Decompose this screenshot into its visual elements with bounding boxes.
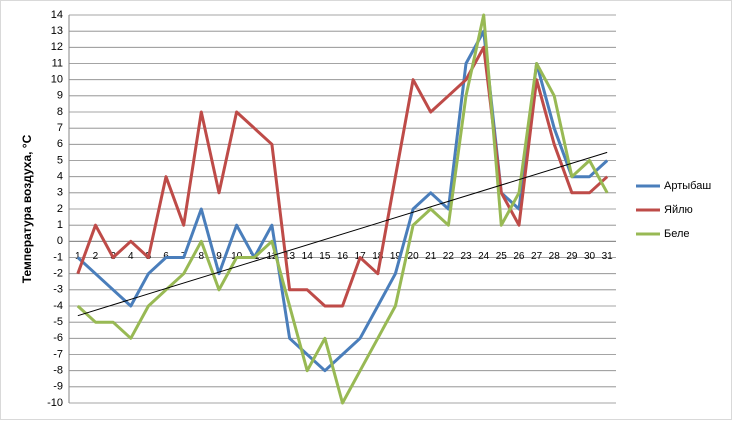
x-tick-label: 19: [390, 251, 402, 262]
series-line: [76, 13, 609, 405]
x-tick-label: 26: [513, 251, 525, 262]
y-axis-title: Температура воздуха, °С: [20, 134, 34, 283]
x-tick-label: 16: [337, 251, 349, 262]
trendline: [77, 151, 608, 317]
legend-label: Артыбаш: [664, 180, 711, 192]
x-tick-label: 8: [199, 251, 205, 262]
x-tick-label: 29: [566, 251, 578, 262]
x-tick-label: 1: [75, 251, 81, 262]
y-tick-label: 6: [57, 138, 63, 150]
x-tick-label: 27: [531, 251, 543, 262]
legend-label: Яйлю: [664, 204, 693, 216]
x-tick-label: 15: [319, 251, 331, 262]
x-tick-label: 21: [425, 251, 437, 262]
x-tick-label: 25: [496, 251, 508, 262]
x-tick-label: 23: [460, 251, 472, 262]
y-tick-label: -4: [53, 300, 63, 312]
y-tick-label: -3: [53, 284, 63, 296]
y-tick-label: 4: [57, 171, 63, 183]
y-tick-label: 5: [57, 154, 63, 166]
y-tick-label: -1: [53, 251, 63, 263]
x-tick-label: 12: [266, 251, 278, 262]
y-tick-label: 13: [51, 25, 63, 37]
x-tick-label: 18: [372, 251, 384, 262]
y-tick-label: 10: [51, 74, 63, 86]
y-tick-label: 7: [57, 122, 63, 134]
y-tick-label: -10: [47, 397, 63, 409]
y-tick-label: 14: [51, 9, 63, 21]
x-tick-label: 22: [443, 251, 455, 262]
y-tick-label: 11: [52, 57, 63, 69]
y-tick-label: 8: [57, 106, 63, 118]
x-tick-label: 13: [284, 251, 296, 262]
y-tick-label: 12: [51, 41, 63, 53]
y-tick-label: 9: [57, 90, 63, 102]
y-tick-label: -9: [53, 381, 63, 393]
x-tick-label: 20: [408, 251, 420, 262]
x-tick-label: 14: [302, 251, 314, 262]
x-tick-label: 28: [549, 251, 561, 262]
x-tick-label: 2: [93, 251, 99, 262]
y-tick-label: -7: [53, 348, 63, 360]
series-line: [76, 45, 609, 308]
x-tick-label: 4: [128, 251, 134, 262]
y-tick-label: 2: [57, 203, 63, 215]
y-tick-label: -5: [53, 316, 63, 328]
y-tick-label: 3: [57, 187, 63, 199]
x-tick-label: 31: [602, 251, 614, 262]
y-tick-label: 1: [57, 219, 63, 231]
series-line: [76, 29, 609, 373]
x-tick-label: 24: [478, 251, 490, 262]
y-tick-label: -6: [53, 332, 63, 344]
y-tick-label: -8: [53, 365, 63, 377]
y-tick-label: -2: [53, 268, 63, 280]
y-tick-label: 0: [57, 235, 63, 247]
x-tick-label: 9: [216, 251, 222, 262]
legend-label: Беле: [664, 228, 690, 240]
x-tick-label: 30: [584, 251, 596, 262]
